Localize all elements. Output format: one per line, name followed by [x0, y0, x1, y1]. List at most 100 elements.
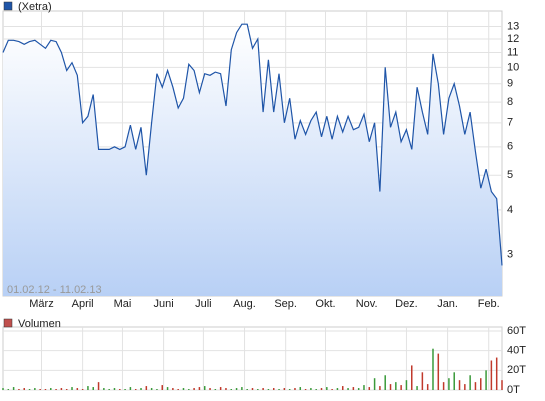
- volume-bar: [60, 388, 63, 390]
- volume-bar: [384, 375, 386, 390]
- volume-bar: [501, 380, 503, 390]
- y-tick-label: 9: [507, 78, 513, 90]
- x-tick-label: Okt.: [315, 298, 335, 310]
- volume-bar: [251, 388, 254, 390]
- volume-bar: [357, 388, 360, 390]
- volume-bar: [161, 385, 164, 390]
- y-tick-label: 0T: [507, 384, 520, 396]
- volume-bar: [480, 378, 482, 390]
- volume-bar: [432, 348, 434, 390]
- volume-bar: [188, 389, 190, 390]
- volume-bar: [150, 388, 153, 390]
- volume-bar: [134, 389, 137, 390]
- volume-bar: [400, 385, 402, 390]
- y-tick-label: 7: [507, 117, 513, 129]
- volume-bar: [363, 385, 365, 390]
- volume-bar: [235, 388, 238, 390]
- volume-bar: [156, 389, 158, 390]
- legend-label: Volumen: [18, 318, 61, 330]
- y-tick-label: 8: [507, 96, 513, 108]
- volume-bar: [299, 387, 302, 390]
- volume-bar: [177, 389, 179, 390]
- x-tick-label: Juni: [153, 298, 173, 310]
- legend-label: (Xetra): [18, 1, 52, 13]
- volume-bar: [320, 388, 323, 390]
- volume-bar: [166, 387, 169, 390]
- x-tick-label: Mai: [114, 298, 132, 310]
- x-tick-label: Aug.: [233, 298, 256, 310]
- y-tick-label: 13: [507, 20, 519, 32]
- volume-bar: [113, 388, 116, 390]
- volume-bar: [23, 388, 25, 390]
- volume-bar: [97, 382, 100, 390]
- volume-bar: [172, 388, 174, 390]
- volume-bar: [129, 387, 132, 390]
- volume-bar: [12, 387, 15, 390]
- x-tick-label: Juli: [195, 298, 212, 310]
- volume-bar: [495, 357, 498, 390]
- volume-bar: [453, 372, 455, 390]
- volume-bar: [87, 386, 89, 390]
- volume-bar: [76, 388, 79, 390]
- volume-bar: [458, 380, 461, 390]
- volume-bar: [18, 389, 20, 390]
- volume-bar: [379, 386, 381, 390]
- volume-bar: [182, 388, 185, 390]
- price-area: [3, 24, 502, 296]
- volume-bar: [267, 389, 270, 390]
- volume-bar: [336, 388, 339, 390]
- volume-bar: [103, 388, 105, 390]
- volume-bar: [272, 388, 275, 390]
- plot-frame: [2, 326, 503, 391]
- volume-bar: [474, 382, 477, 390]
- volume-bar: [50, 388, 52, 390]
- volume-bar: [411, 365, 413, 390]
- volume-bar: [55, 389, 57, 390]
- volume-bar: [304, 389, 307, 390]
- volume-bar: [326, 387, 328, 390]
- volume-bar: [437, 353, 440, 390]
- volume-bar: [395, 382, 397, 390]
- legend-swatch: [3, 1, 13, 11]
- volume-bar: [214, 389, 217, 390]
- y-tick-label: 12: [507, 33, 519, 45]
- volume-bar: [448, 378, 450, 390]
- y-tick-label: 6: [507, 141, 513, 153]
- volume-bar: [278, 389, 280, 390]
- volume-bar: [288, 389, 291, 390]
- volume-bar: [219, 387, 222, 390]
- volume-bar: [283, 388, 286, 390]
- volume-bar: [225, 388, 227, 390]
- y-tick-label: 3: [507, 249, 513, 261]
- volume-bar: [257, 389, 259, 390]
- volume-bar: [310, 388, 312, 390]
- y-tick-label: 5: [507, 169, 513, 181]
- volume-bar: [464, 384, 466, 390]
- y-tick-label: 40T: [507, 345, 526, 357]
- volume-bar: [2, 388, 4, 390]
- volume-bar: [469, 375, 471, 390]
- volume-bar: [405, 380, 408, 390]
- y-tick-label: 4: [507, 204, 513, 216]
- volume-bar: [34, 388, 36, 390]
- x-tick-label: März: [29, 298, 53, 310]
- y-tick-label: 10: [507, 61, 519, 73]
- date-range: 01.02.12 - 11.02.13: [7, 284, 102, 296]
- volume-bar: [65, 389, 68, 390]
- y-tick-label: 11: [507, 46, 518, 58]
- volume-bar: [241, 387, 243, 390]
- volume-bar: [119, 389, 121, 390]
- volume-bar: [416, 386, 418, 390]
- volume-bar: [442, 382, 445, 390]
- volume-bar: [145, 386, 148, 390]
- x-tick-label: Feb.: [478, 298, 500, 310]
- volume-bar: [230, 389, 233, 390]
- volume-bar: [294, 388, 296, 390]
- volume-bar: [39, 389, 41, 390]
- volume-bar: [7, 389, 10, 390]
- x-tick-label: Nov.: [356, 298, 378, 310]
- volume-bar: [315, 389, 317, 390]
- volume-bar: [203, 386, 206, 390]
- legend-swatch: [3, 318, 13, 328]
